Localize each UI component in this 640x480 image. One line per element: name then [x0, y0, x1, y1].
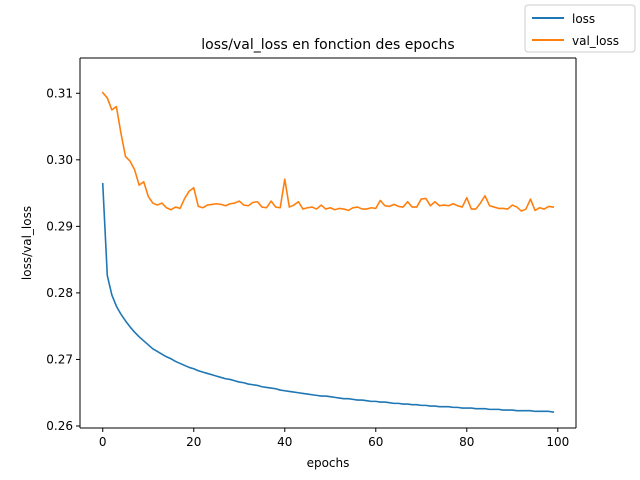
legend: loss val_loss	[524, 4, 636, 53]
series-line-loss	[101, 182, 555, 413]
y-axis-label: loss/val_loss	[20, 206, 34, 280]
chart-title: loss/val_loss en fonction des epochs	[201, 37, 454, 53]
x-tick-label: 100	[546, 435, 569, 449]
x-tick-label: 80	[459, 435, 474, 449]
y-tick-label: 0.29	[46, 219, 73, 233]
legend-label-loss: loss	[572, 12, 595, 26]
y-tick-label: 0.26	[46, 419, 73, 433]
y-tick-label: 0.28	[46, 286, 73, 300]
x-tick-label: 20	[186, 435, 201, 449]
y-axis-ticks: 0.26 0.27 0.28 0.29 0.30 0.31	[46, 86, 80, 433]
x-tick-label: 40	[277, 435, 292, 449]
series-loss	[101, 182, 555, 413]
legend-label-val-loss: val_loss	[572, 34, 619, 48]
x-axis-ticks: 0 20 40 60 80 100	[99, 428, 569, 449]
series-line-val-loss	[101, 91, 555, 212]
y-tick-label: 0.31	[46, 86, 73, 100]
y-tick-label: 0.30	[46, 153, 73, 167]
series-val-loss	[101, 91, 555, 212]
series-layer	[101, 91, 555, 413]
x-axis-label: epochs	[307, 456, 350, 470]
y-tick-label: 0.27	[46, 352, 73, 366]
plot-area	[80, 58, 576, 428]
x-tick-label: 0	[99, 435, 107, 449]
axes-frame	[79, 57, 577, 429]
x-tick-label: 60	[368, 435, 383, 449]
